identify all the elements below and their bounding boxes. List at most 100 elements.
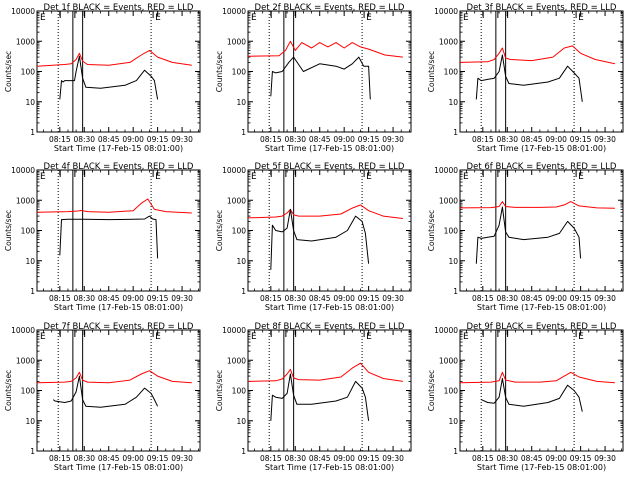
x-tick-label: 08:45 <box>521 454 543 463</box>
y-tick-label: 1 <box>30 287 35 296</box>
x-tick-label: 09:30 <box>382 135 404 144</box>
y-tick-label: 10000 <box>11 166 35 175</box>
series-line-black-events <box>475 54 583 102</box>
y-tick-label: 10 <box>448 257 458 266</box>
x-tick-label: 09:30 <box>594 454 616 463</box>
y-tick-label: 1 <box>453 128 458 137</box>
y-tick-label: 1000 <box>16 37 35 46</box>
corner-label-right: E <box>155 332 161 342</box>
x-tick-label: 08:15 <box>49 454 71 463</box>
y-tick-label: 1 <box>241 447 246 456</box>
series-line-black-events <box>59 215 159 259</box>
corner-label-left: E <box>251 172 257 182</box>
x-tick-label: 08:15 <box>49 135 71 144</box>
corner-label-left: E <box>251 13 257 23</box>
series-line-red-lld <box>247 204 403 219</box>
x-tick-label: 08:45 <box>521 294 543 303</box>
x-tick-label: 09:15 <box>570 454 592 463</box>
x-axis-label: Start Time (17-Feb-15 08:01:00) <box>477 303 606 312</box>
x-tick-label: 09:30 <box>171 294 193 303</box>
y-tick-label: 1 <box>453 287 458 296</box>
y-tick-label: 10 <box>25 257 35 266</box>
y-tick-label: 10 <box>25 98 35 107</box>
corner-label-left: E <box>40 13 46 23</box>
x-tick-label: 08:30 <box>284 294 306 303</box>
corner-label-left: E <box>463 172 469 182</box>
corner-label-right: E <box>155 13 161 23</box>
chart-title: Det 8f BLACK = Events, RED = LLD <box>255 322 405 332</box>
y-tick-label: 10 <box>236 257 246 266</box>
corner-label-right: E <box>366 13 372 23</box>
corner-label-right: E <box>578 13 584 23</box>
y-axis-label: Counts/sec <box>215 51 224 92</box>
y-tick-label: 1000 <box>227 37 246 46</box>
series-line-black-events <box>270 208 370 270</box>
y-axis-label: Counts/sec <box>4 51 13 92</box>
y-tick-label: 10 <box>448 417 458 426</box>
series-line-red-lld <box>459 371 615 384</box>
x-tick-label: 09:30 <box>382 294 404 303</box>
x-tick-label: 09:00 <box>545 135 567 144</box>
series-line-red-lld <box>459 45 616 65</box>
chart-title: Det 7f BLACK = Events, RED = LLD <box>44 322 194 332</box>
chart-panel-7: Det 7f BLACK = Events, RED = LLD 1 10 100 10… <box>4 322 201 472</box>
chart-panel-9: Det 9f BLACK = Events, RED = LLD 1 10 100 10… <box>427 322 624 472</box>
y-tick-label: 10 <box>25 417 35 426</box>
x-tick-label: 09:00 <box>122 135 144 144</box>
x-tick-label: 09:00 <box>122 294 144 303</box>
chart-title: Det 1f BLACK = Events, RED = LLD <box>44 3 194 13</box>
x-axis-label: Start Time (17-Feb-15 08:01:00) <box>54 303 183 312</box>
y-tick-label: 10 <box>236 98 246 107</box>
plot-frame <box>459 329 624 452</box>
chart-panel-3: Det 3f BLACK = Events, RED = LLD 1 10 100 10… <box>427 3 624 153</box>
y-tick-label: 1000 <box>227 196 246 205</box>
x-axis-label: Start Time (17-Feb-15 08:01:00) <box>477 463 606 472</box>
y-tick-label: 1000 <box>16 356 35 365</box>
chart-panel-8: Det 8f BLACK = Events, RED = LLD 1 10 100 10… <box>215 322 412 472</box>
x-axis-label: Start Time (17-Feb-15 08:01:00) <box>265 463 394 472</box>
x-tick-label: 08:30 <box>284 454 306 463</box>
y-tick-label: 10000 <box>222 166 246 175</box>
y-tick-label: 1000 <box>16 196 35 205</box>
corner-label-right: E <box>155 172 161 182</box>
corner-label-left: E <box>463 332 469 342</box>
y-tick-label: 10 <box>448 98 458 107</box>
y-axis-label: Counts/sec <box>4 370 13 411</box>
x-tick-label: 08:30 <box>496 454 518 463</box>
x-tick-label: 08:45 <box>98 454 120 463</box>
x-tick-label: 08:15 <box>260 135 282 144</box>
y-tick-label: 10000 <box>434 326 458 335</box>
x-tick-label: 08:30 <box>284 135 306 144</box>
x-tick-label: 09:15 <box>147 135 169 144</box>
x-tick-label: 09:15 <box>570 135 592 144</box>
x-tick-label: 09:30 <box>171 135 193 144</box>
x-tick-label: 08:15 <box>260 294 282 303</box>
y-tick-label: 1000 <box>439 356 458 365</box>
y-tick-label: 10000 <box>434 166 458 175</box>
x-tick-label: 09:15 <box>570 294 592 303</box>
x-tick-label: 08:15 <box>49 294 71 303</box>
x-tick-label: 08:30 <box>73 135 95 144</box>
chart-panel-2: Det 2f BLACK = Events, RED = LLD 1 10 100 10… <box>215 3 412 153</box>
x-tick-label: 09:15 <box>358 294 380 303</box>
x-tick-label: 09:30 <box>594 135 616 144</box>
series-line-red-lld <box>247 40 403 58</box>
y-tick-label: 1000 <box>227 356 246 365</box>
chart-title: Det 5f BLACK = Events, RED = LLD <box>255 162 405 172</box>
series-line-black-events <box>270 373 370 421</box>
corner-label-left: E <box>40 332 46 342</box>
corner-label-right: E <box>578 172 584 182</box>
x-axis-label: Start Time (17-Feb-15 08:01:00) <box>54 463 183 472</box>
y-axis-label: Counts/sec <box>215 210 224 251</box>
x-tick-label: 08:15 <box>472 294 494 303</box>
x-tick-label: 08:30 <box>496 135 518 144</box>
x-axis-label: Start Time (17-Feb-15 08:01:00) <box>265 144 394 153</box>
corner-label-right: E <box>578 332 584 342</box>
x-tick-label: 09:00 <box>545 454 567 463</box>
x-tick-label: 08:15 <box>260 454 282 463</box>
y-axis-label: Counts/sec <box>4 210 13 251</box>
y-tick-label: 10000 <box>11 7 35 16</box>
series-line-black-events <box>480 378 583 412</box>
chart-panel-6: Det 6f BLACK = Events, RED = LLD 1 10 100 10… <box>427 162 624 312</box>
